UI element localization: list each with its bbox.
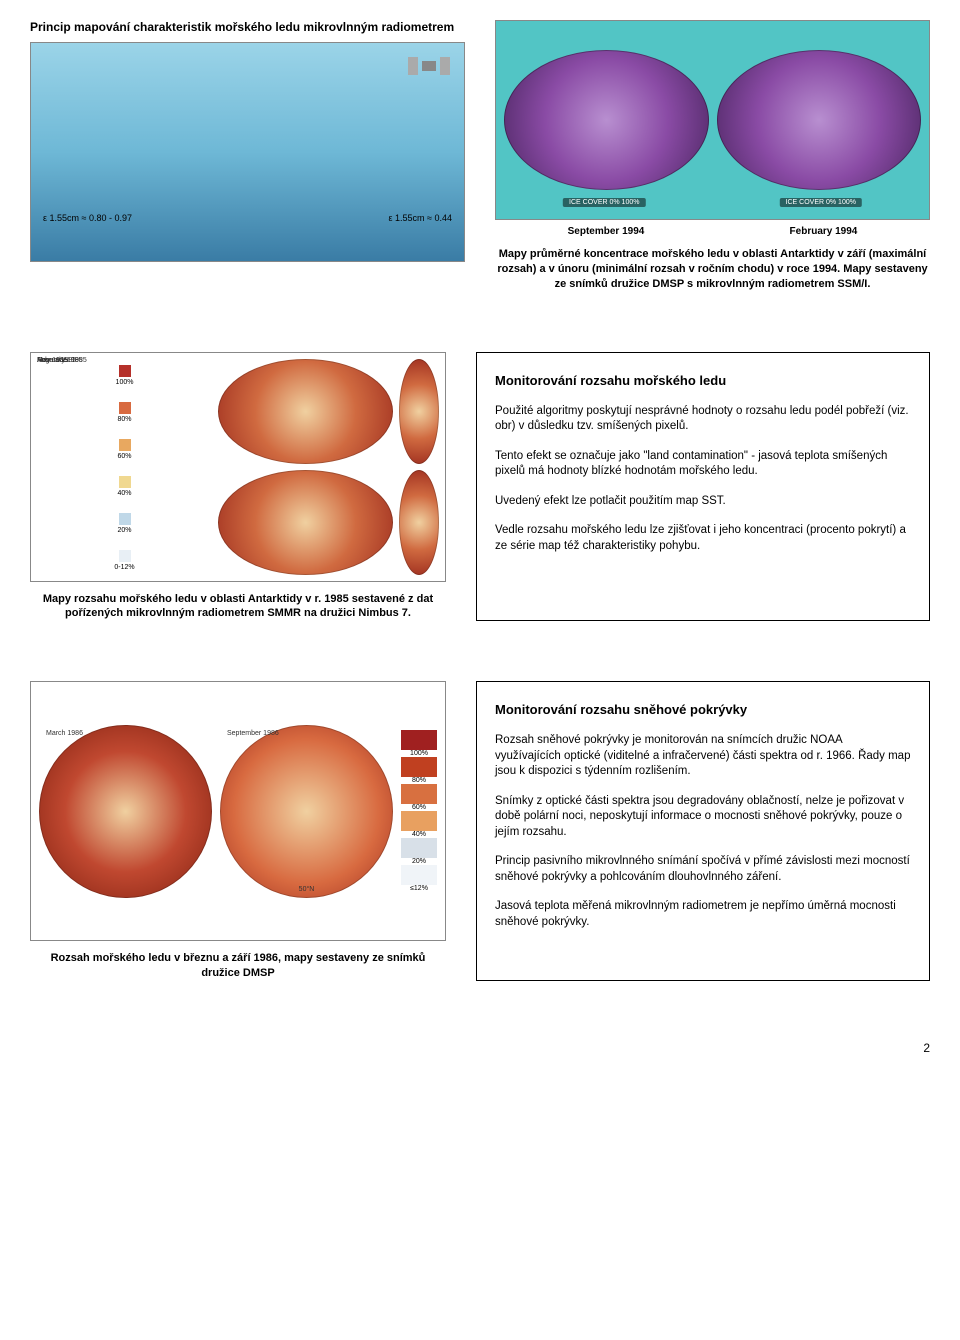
globe-september [504, 50, 709, 190]
globe-march86: March 1986 [39, 725, 212, 898]
label-september: September 1994 [568, 226, 645, 237]
globe-nov85: November 1985 [399, 470, 439, 575]
row1-right: ICE COVER 0% 100% ICE COVER 0% 100% Sept… [495, 20, 930, 292]
globe-may85: May 1985 [399, 359, 439, 464]
globe-feb85: February 1985 [218, 359, 393, 464]
row-2: February 1985 May 1985 100% 80% 60% 40% … [30, 352, 930, 622]
swatch-80 [119, 402, 131, 414]
icecover-bar-left: ICE COVER 0% 100% [563, 198, 645, 207]
iceberg-diagram: ε 1.55cm ≈ 0.80 - 0.97 ε 1.55cm ≈ 0.44 [30, 42, 465, 262]
percent-legend: 100% 80% 60% 40% 20% 0-12% [37, 359, 212, 575]
satellite-icon [404, 47, 454, 87]
globe-month-labels: September 1994 February 1994 [495, 226, 930, 237]
swatch-20 [119, 513, 131, 525]
vswatch-40 [401, 811, 437, 831]
row2-p3: Uvedený efekt lze potlačit použitím map … [495, 494, 911, 510]
swatch-60 [119, 439, 131, 451]
percent-legend-v: 100% 80% 60% 40% 20% ≤12% [401, 730, 437, 892]
row3-heading: Monitorování rozsahu sněhové pokrývky [495, 702, 911, 717]
swatch-0 [119, 550, 131, 562]
page-number: 2 [30, 1041, 930, 1055]
label-february: February 1994 [790, 226, 858, 237]
antarctica-sep-feb-maps: ICE COVER 0% 100% ICE COVER 0% 100% [495, 20, 930, 220]
row1-left-title: Princip mapování charakteristik mořského… [30, 20, 465, 36]
vswatch-60 [401, 784, 437, 804]
lat-label: 50°N [299, 886, 315, 893]
row3-right-frame: Monitorování rozsahu sněhové pokrývky Ro… [476, 681, 930, 981]
row3-p4: Jasová teplota měřená mikrovlnným radiom… [495, 899, 911, 930]
swatch-100 [119, 365, 131, 377]
vswatch-20 [401, 838, 437, 858]
vswatch-100 [401, 730, 437, 750]
globe-sept86: September 1986 50°N [220, 725, 393, 898]
row3-p2: Snímky z optické části spektra jsou degr… [495, 794, 911, 841]
row2-right-frame: Monitorování rozsahu mořského ledu Použi… [476, 352, 930, 622]
globe-february [717, 50, 922, 190]
antarctica-4seasons-1985: February 1985 May 1985 100% 80% 60% 40% … [30, 352, 446, 582]
emissivity-label-left: ε 1.55cm ≈ 0.80 - 0.97 [43, 213, 132, 223]
row3-left-caption: Rozsah mořského ledu v březnu a září 198… [30, 951, 446, 981]
globe-aug85: August 1985 [218, 470, 393, 575]
row-3: March 1986 September 1986 50°N 100% 80% … [30, 681, 930, 981]
seaice-mar-sep-1986: March 1986 September 1986 50°N 100% 80% … [30, 681, 446, 941]
row3-p3: Princip pasivního mikrovlnného snímání s… [495, 854, 911, 885]
row2-left: February 1985 May 1985 100% 80% 60% 40% … [30, 352, 446, 622]
swatch-40 [119, 476, 131, 488]
row2-p1: Použité algoritmy poskytují nesprávné ho… [495, 404, 911, 435]
row1-right-caption: Mapy průměrné koncentrace mořského ledu … [495, 247, 930, 292]
row2-p4: Vedle rozsahu mořského ledu lze zjišťova… [495, 523, 911, 554]
row-1: Princip mapování charakteristik mořského… [30, 20, 930, 292]
row3-p1: Rozsah sněhové pokrývky je monitorován n… [495, 733, 911, 780]
icecover-bar-right: ICE COVER 0% 100% [780, 198, 862, 207]
row2-heading: Monitorování rozsahu mořského ledu [495, 373, 911, 388]
row2-p2: Tento efekt se označuje jako "land conta… [495, 449, 911, 480]
vswatch-80 [401, 757, 437, 777]
row3-left: March 1986 September 1986 50°N 100% 80% … [30, 681, 446, 981]
row2-left-caption: Mapy rozsahu mořského ledu v oblasti Ant… [30, 592, 446, 622]
row1-left: Princip mapování charakteristik mořského… [30, 20, 465, 292]
vswatch-0 [401, 865, 437, 885]
emissivity-label-right: ε 1.55cm ≈ 0.44 [389, 213, 452, 223]
